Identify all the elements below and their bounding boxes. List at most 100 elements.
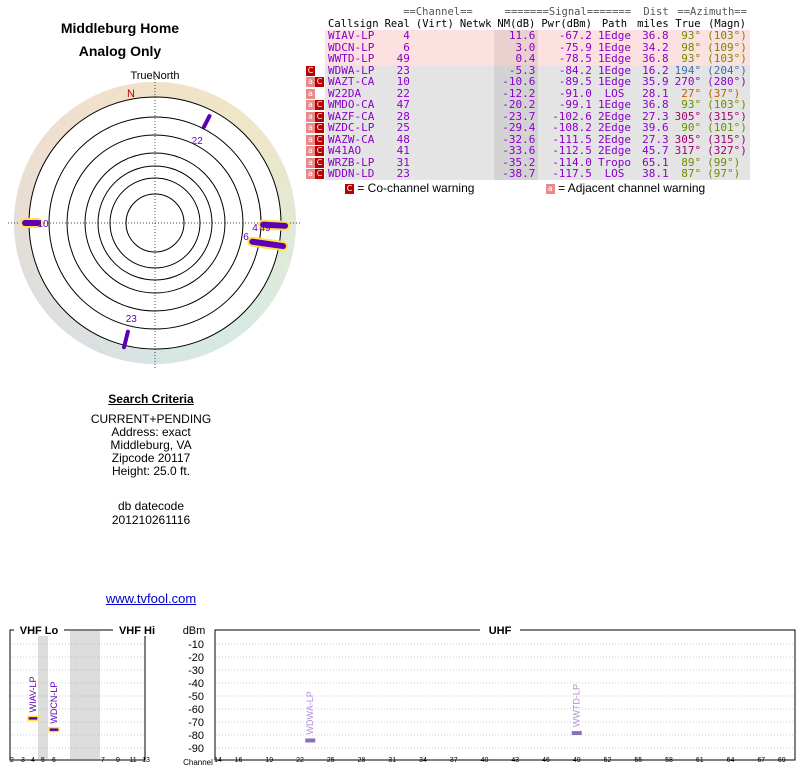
group-header-signal: =======Signal=======: [504, 6, 632, 19]
search-zip: Zipcode 20117: [111, 451, 191, 465]
table-row[interactable]: a W22DA 22 -12.2 -91.0 LOS 28.1 27° (37°): [305, 86, 750, 100]
channel-tick-label: 31: [388, 757, 396, 764]
table-row[interactable]: a C WAZT-CA 10 -10.6 -89.5 1Edge 35.9 270° (280°): [305, 76, 750, 88]
cell-az-magn: (103°): [707, 29, 747, 43]
cell-az-magn: (109°): [707, 40, 747, 54]
db-datecode-value: 201210261116: [111, 513, 191, 527]
cell-netwk: [457, 53, 495, 65]
table-row[interactable]: a C WAZW-CA 48 -32.6 -111.5 2Edge 27.3 305° (315°…: [305, 132, 750, 146]
channel-tick-label: 11: [129, 757, 136, 764]
legend-adj-text: = Adjacent channel warning: [558, 181, 706, 195]
dbm-tick-label: -30: [188, 665, 204, 677]
cell-virt: [413, 76, 457, 88]
table-row[interactable]: WIAV-LP 4 11.6 -67.2 1Edge 36.8 93° (103°): [305, 30, 750, 42]
cell-dist: 35.9: [642, 75, 669, 89]
station-marker: [202, 114, 212, 129]
channel-tick-label: 61: [696, 757, 704, 764]
cell-az-true: 98°: [681, 40, 702, 54]
page-title: Middleburg Home: [60, 20, 180, 36]
tvfool-link[interactable]: www.tvfool.com: [105, 591, 197, 606]
station-marker-label: 10: [37, 219, 49, 230]
table-row[interactable]: a C WDDN-LD 23 -38.7 -117.5 LOS 38.1 87° (97°): [305, 168, 750, 180]
vhf-lo-label: VHF Lo: [20, 625, 59, 637]
cell-virt: [413, 157, 457, 169]
cell-virt: [413, 30, 457, 42]
channel-tick-label: 19: [265, 757, 273, 764]
cell-nm: -10.6: [494, 76, 539, 88]
search-height: Height: 25.0 ft.: [111, 464, 191, 478]
uhf-panel: [214, 629, 796, 761]
table-row[interactable]: a C W41AO 41 -33.6 -112.5 2Edge 45.7 317° (327°): [305, 145, 750, 157]
cell-virt: [413, 168, 457, 180]
dbm-tick-label: -10: [188, 639, 204, 651]
cell-az-true: 317°: [674, 144, 702, 158]
channel-tick-label: 4: [31, 757, 35, 764]
cell-callsign: WWTD-LP: [328, 52, 375, 66]
table-row[interactable]: WWTD-LP 49 0.4 -78.5 1Edge 36.8 93° (103°): [305, 53, 750, 65]
cell-dist: 36.8: [642, 52, 669, 66]
warning-legend: C = Co-channel warning a = Adjacent chan…: [345, 181, 733, 195]
legend-adjacent: a = Adjacent channel warning: [545, 181, 706, 195]
channel-tick-label: 46: [542, 757, 550, 764]
warning-flags: [305, 30, 325, 42]
cell-netwk: [457, 99, 495, 111]
co-channel-badge: C: [315, 134, 324, 145]
cell-real: 23: [396, 63, 410, 77]
cell-virt: [413, 122, 457, 134]
cell-callsign: WDDN-LD: [328, 167, 375, 181]
co-channel-badge: C: [345, 183, 354, 194]
col-miles: miles: [637, 17, 669, 30]
signal-bar: [305, 738, 316, 743]
station-marker-label: 6: [243, 232, 249, 243]
cell-pwr: -99.1: [558, 98, 592, 112]
signal-bar-label: WWTD-LP: [572, 684, 582, 727]
channel-tick-label: 58: [665, 757, 673, 764]
cell-nm: -33.6: [494, 145, 539, 157]
table-row[interactable]: WDCN-LP 6 3.0 -75.9 1Edge 34.2 98° (109°): [305, 40, 750, 54]
cell-az-true: 87°: [681, 167, 702, 181]
uhf-label-bg: [480, 624, 520, 636]
warning-flags: C: [305, 64, 325, 76]
cell-path: 1Edge: [597, 29, 632, 43]
cell-path: 2Edge: [597, 132, 632, 146]
cell-pwr: -117.5: [552, 167, 592, 181]
cell-az-true: 93°: [681, 98, 702, 112]
channel-tick-label: 52: [604, 757, 612, 764]
cell-real: 48: [396, 132, 410, 146]
table-row[interactable]: a C WZDC-LP 25 -29.4 -108.2 2Edge 39.6 90° (101°): [305, 122, 750, 134]
station-marker-label: 49: [259, 223, 271, 234]
cell-callsign: W41AO: [328, 144, 362, 158]
cell-dist: 65.1: [642, 155, 669, 169]
channel-label: Channel: [183, 758, 213, 767]
cell-nm: -5.3: [494, 64, 539, 76]
warning-flags: [305, 41, 325, 53]
cell-real: 47: [396, 98, 410, 112]
cell-pwr: -111.5: [552, 132, 592, 146]
warning-flags: [305, 53, 325, 65]
co-channel-badge: C: [315, 100, 324, 111]
adjacent-badge: a: [306, 157, 315, 168]
cell-callsign: W22DA: [328, 86, 362, 100]
cell-az-magn: (99°): [707, 155, 741, 169]
cell-dist: 45.7: [642, 144, 669, 158]
signal-bar: [571, 731, 582, 736]
col-netwk: Netwk: [459, 17, 492, 30]
vhf-gap-band: [70, 631, 100, 759]
channel-tick-label: 49: [573, 757, 581, 764]
dbm-tick-label: -60: [188, 704, 204, 716]
table-row[interactable]: a C WRZB-LP 31 -35.2 -114.0 Tropo 65.1 89° (99°): [305, 155, 750, 169]
cell-virt: [413, 111, 457, 123]
cell-virt: [413, 53, 457, 65]
col-magn: (Magn): [708, 17, 747, 30]
cell-virt: [413, 42, 457, 54]
table-row[interactable]: a C WAZF-CA 28 -23.7 -102.6 2Edge 27.3 305° (315°…: [305, 110, 750, 123]
channel-tick-label: 7: [101, 757, 105, 764]
search-criteria-heading: Search Criteria: [108, 392, 194, 406]
table-row[interactable]: a C WMDO-CA 47 -20.2 -99.1 1Edge 36.8 93° (103°): [305, 99, 750, 111]
cell-real: 22: [396, 86, 410, 100]
station-rows: WIAV-LP 4 11.6 -67.2 1Edge 36.8 93° (103°) WDCN-…: [305, 30, 750, 180]
table-row[interactable]: C WDWA-LP 23 -5.3 -84.2 1Edge 16.2 194° (204°): [305, 63, 750, 77]
